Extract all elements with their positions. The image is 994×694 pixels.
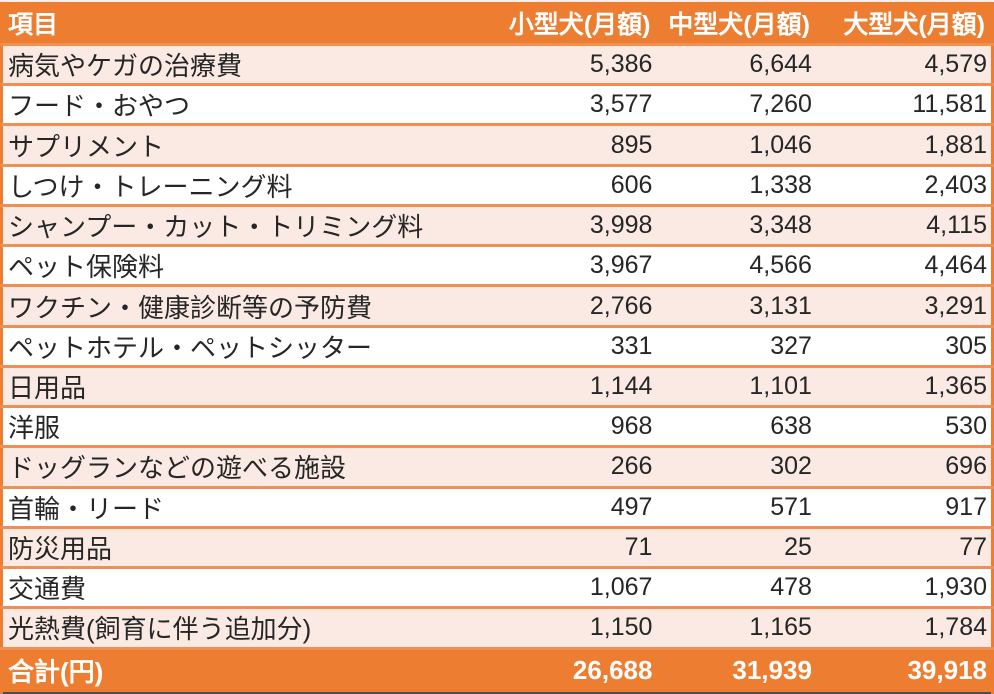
table-row: サプリメント 895 1,046 1,881	[1, 123, 993, 166]
table-row: シャンプー・カット・トリミング料 3,998 3,348 4,115	[1, 203, 993, 246]
table-value-small-dog: 1,067	[496, 566, 657, 608]
header-medium-dog-column: 中型犬(月額)	[656, 2, 816, 45]
table-value-medium-dog: 327	[656, 324, 816, 367]
table-value-large-dog: 1,365	[815, 364, 993, 407]
table-value-small-dog: 2,766	[496, 284, 657, 327]
table-value-medium-dog: 571	[656, 485, 816, 528]
header-small-dog-column: 小型犬(月額)	[496, 2, 657, 45]
table-value-medium-dog: 302	[656, 445, 816, 488]
table-value-large-dog: 696	[815, 445, 993, 488]
table-label: 交通費	[1, 566, 497, 608]
table-value-medium-dog: 1,101	[656, 364, 816, 407]
table-value-small-dog: 606	[496, 163, 657, 206]
table-label: ペット保険料	[1, 244, 497, 286]
table-value-medium-dog: 1,338	[656, 163, 816, 206]
table-label: ドッグランなどの遊べる施設	[1, 445, 497, 488]
table-row: 首輪・リード 497 571 917	[1, 485, 993, 528]
table-label: ペットホテル・ペットシッター	[1, 324, 497, 367]
table-value-small-dog: 1,150	[496, 606, 657, 649]
table-row: ドッグランなどの遊べる施設 266 302 696	[1, 445, 993, 488]
table-label: 病気やケガの治療費	[1, 42, 497, 85]
table-value-large-dog: 1,930	[815, 566, 993, 608]
table-label: ワクチン・健康診断等の予防費	[1, 284, 497, 327]
table-value-small-dog: 3,577	[496, 83, 657, 125]
table-value-small-dog: 3,998	[496, 203, 657, 246]
table-value-large-dog: 3,291	[815, 284, 993, 327]
table-top-edge	[0, 0, 994, 2]
table-row: 光熱費(飼育に伴う追加分) 1,150 1,165 1,784	[1, 606, 993, 649]
table-value-medium-dog: 1,046	[656, 123, 816, 166]
table-label: 日用品	[1, 364, 497, 407]
table-value-small-dog: 968	[496, 405, 657, 447]
table-value-medium-dog: 6,644	[656, 42, 816, 85]
total-value-large-dog: 39,918	[815, 646, 993, 693]
header-item-column: 項目	[1, 2, 497, 45]
table-value-medium-dog: 7,260	[656, 83, 816, 125]
table-row: ワクチン・健康診断等の予防費 2,766 3,131 3,291	[1, 284, 993, 327]
table-label: 防災用品	[1, 525, 497, 568]
table-value-large-dog: 77	[815, 525, 993, 568]
table-value-large-dog: 4,579	[815, 42, 993, 85]
table-value-medium-dog: 25	[656, 525, 816, 568]
table-value-large-dog: 2,403	[815, 163, 993, 206]
table-value-large-dog: 530	[815, 405, 993, 447]
total-label: 合計(円)	[1, 646, 497, 693]
table-value-large-dog: 1,881	[815, 123, 993, 166]
table-value-small-dog: 331	[496, 324, 657, 367]
table-header-row: 項目 小型犬(月額) 中型犬(月額) 大型犬(月額)	[1, 2, 993, 45]
table-value-small-dog: 3,967	[496, 244, 657, 286]
table-row: ペット保険料 3,967 4,566 4,464	[1, 244, 993, 286]
table-value-medium-dog: 3,131	[656, 284, 816, 327]
table-value-large-dog: 917	[815, 485, 993, 528]
table-value-small-dog: 71	[496, 525, 657, 568]
table-value-large-dog: 11,581	[815, 83, 993, 125]
table-value-medium-dog: 3,348	[656, 203, 816, 246]
table-row: 防災用品 71 25 77	[1, 525, 993, 568]
table-row: ペットホテル・ペットシッター 331 327 305	[1, 324, 993, 367]
table-label: 洋服	[1, 405, 497, 447]
table-row: 日用品 1,144 1,101 1,365	[1, 364, 993, 407]
table-value-medium-dog: 1,165	[656, 606, 816, 649]
table-row: 病気やケガの治療費 5,386 6,644 4,579	[1, 42, 993, 85]
table-value-small-dog: 266	[496, 445, 657, 488]
cost-table-body: 病気やケガの治療費 5,386 6,644 4,579 フード・おやつ 3,577 7,26…	[1, 42, 993, 693]
table-label: 光熱費(飼育に伴う追加分)	[1, 606, 497, 649]
table-label: フード・おやつ	[1, 83, 497, 125]
total-value-medium-dog: 31,939	[656, 646, 816, 693]
table-label: しつけ・トレーニング料	[1, 163, 497, 206]
total-row: 合計(円) 26,688 31,939 39,918	[1, 646, 993, 693]
total-value-small-dog: 26,688	[496, 646, 657, 693]
table-value-small-dog: 895	[496, 123, 657, 166]
table-value-large-dog: 305	[815, 324, 993, 367]
table-value-small-dog: 5,386	[496, 42, 657, 85]
table-value-small-dog: 1,144	[496, 364, 657, 407]
table-value-large-dog: 4,115	[815, 203, 993, 246]
table-value-small-dog: 497	[496, 485, 657, 528]
header-large-dog-column: 大型犬(月額)	[815, 2, 993, 45]
table-value-large-dog: 4,464	[815, 244, 993, 286]
table-value-medium-dog: 4,566	[656, 244, 816, 286]
table-label: サプリメント	[1, 123, 497, 166]
table-value-large-dog: 1,784	[815, 606, 993, 649]
table-row: 洋服 968 638 530	[1, 405, 993, 447]
table-label: シャンプー・カット・トリミング料	[1, 203, 497, 246]
table-label: 首輪・リード	[1, 485, 497, 528]
table-row: フード・おやつ 3,577 7,260 11,581	[1, 83, 993, 125]
table-value-medium-dog: 638	[656, 405, 816, 447]
table-row: 交通費 1,067 478 1,930	[1, 566, 993, 608]
table-row: しつけ・トレーニング料 606 1,338 2,403	[1, 163, 993, 206]
table-value-medium-dog: 478	[656, 566, 816, 608]
